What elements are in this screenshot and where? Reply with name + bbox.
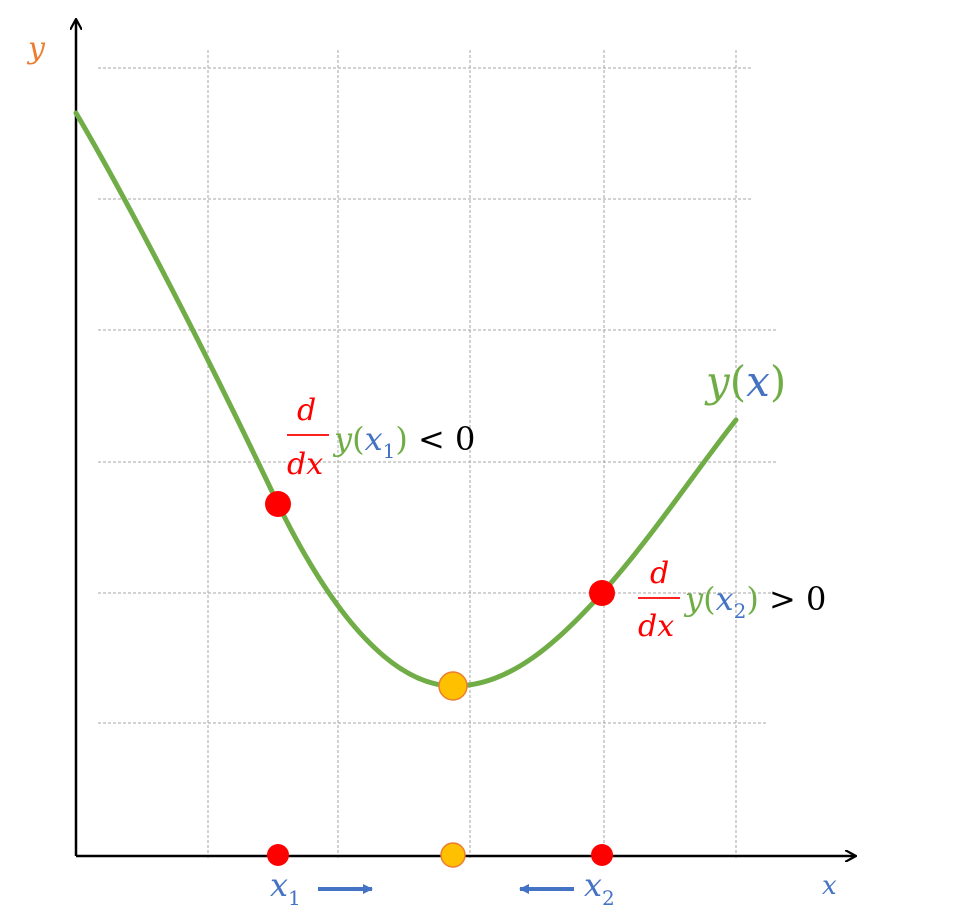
x1-label: x1: [270, 866, 301, 910]
curve-y-of-x: [73, 110, 739, 689]
fraction-denominator: dx: [638, 609, 674, 644]
minimum-point-on-axis: [440, 842, 466, 868]
x-axis-label: x: [822, 871, 837, 901]
derivative-expression: y(x1) < 0: [332, 420, 475, 463]
derivative-expression: y(x2) > 0: [683, 580, 826, 623]
curve-label: y(x): [704, 357, 786, 406]
derivative-annotation-right: d dx y(x2) > 0: [638, 556, 826, 644]
point-x2-on-axis: [591, 844, 613, 866]
point-x1-on-axis: [267, 844, 289, 866]
point-x2-on-curve: [589, 580, 615, 606]
fraction-numerator: d: [297, 393, 316, 428]
fraction-numerator: d: [650, 556, 669, 591]
x2-label: x2: [584, 866, 615, 910]
fraction-denominator: dx: [287, 447, 323, 482]
minimum-point-on-curve: [438, 671, 468, 701]
point-x1-on-curve: [265, 491, 291, 517]
y-axis-label: y: [26, 31, 46, 66]
derivative-annotation-left: d dx y(x1) < 0: [287, 393, 475, 482]
grid: [98, 50, 776, 858]
